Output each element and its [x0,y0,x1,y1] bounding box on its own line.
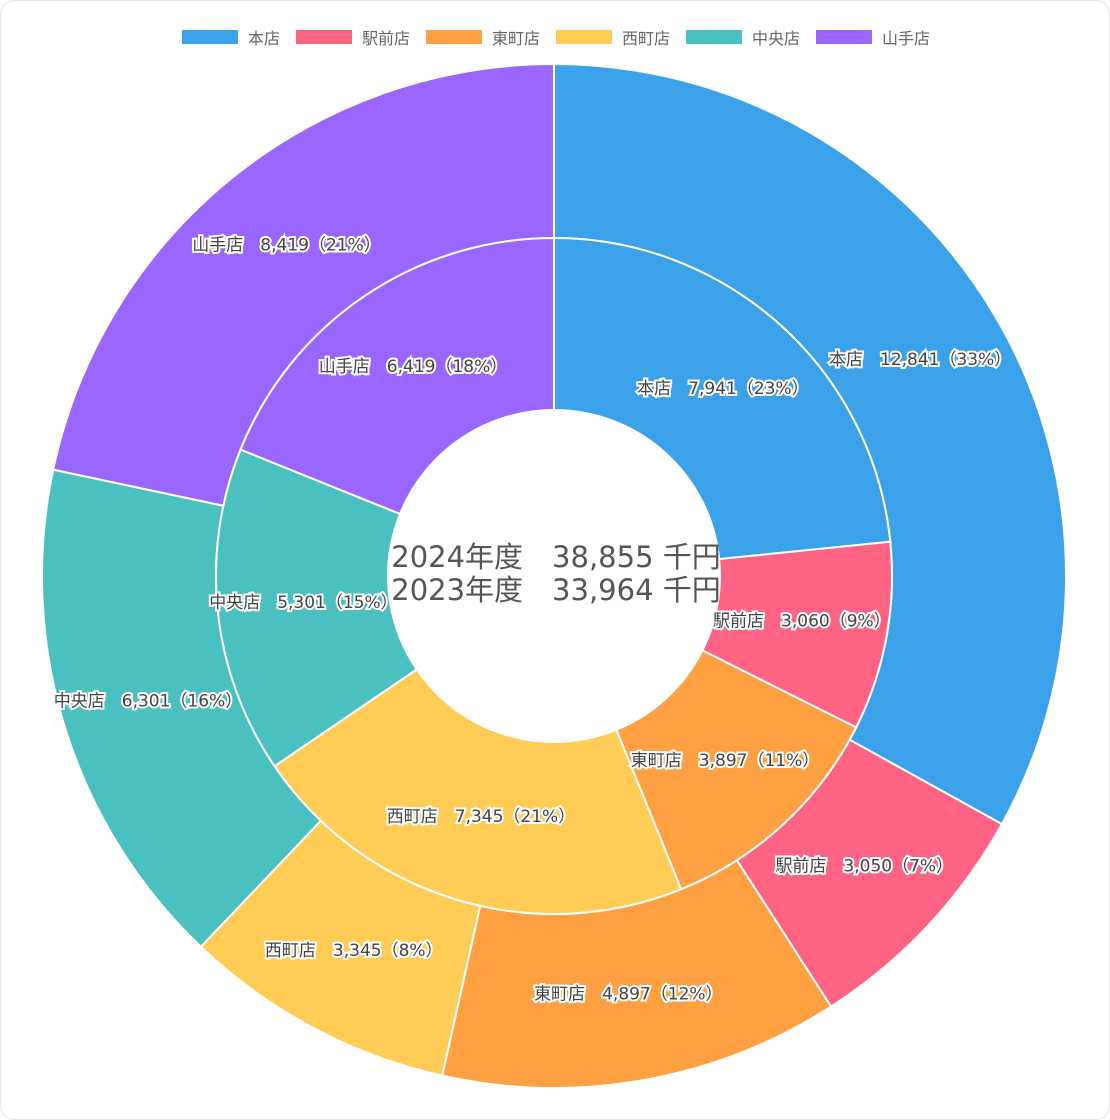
inner-label-ekimae: 駅前店 3,060（9%） [713,611,891,631]
legend-item-higashimachi[interactable]: 東町店 [425,25,540,49]
inner-slice-nishimachi[interactable] [273,667,683,915]
legend-item-chuo[interactable]: 中央店 [686,25,800,49]
legend-label: 西町店 [622,29,671,48]
legend-swatch [686,30,743,44]
inner-label-yamate: 山手店 6,419（18%） [319,357,507,377]
outer-label-nishimachi: 西町店 3,345（8%） [265,941,443,961]
outer-label-honten: 本店 12,841（33%） [829,350,1011,370]
outer-label-yamate: 山手店 8,419（21%） [192,236,380,256]
legend-swatch [816,30,873,44]
center-total-text: 2024年度 38,855 千円 2023年度 33,964 千円 [356,541,756,607]
legend-item-honten[interactable]: 本店 [181,25,280,49]
inner-label-chuo: 中央店 5,301（15%） [209,593,397,613]
outer-label-ekimae: 駅前店 3,050（7%） [775,856,953,876]
legend-swatch [425,30,482,44]
legend-item-nishimachi[interactable]: 西町店 [556,25,670,49]
legend-label: 本店 [247,29,280,48]
legend-label: 中央店 [752,29,801,48]
center-total-2024: 2024年度 38,855 千円 [391,540,721,574]
inner-slice-chuo[interactable] [215,448,419,768]
inner-slice-honten[interactable] [553,236,892,561]
legend-swatch [556,30,612,44]
legend-label: 東町店 [491,29,540,48]
legend-swatch [181,30,238,44]
legend-label: 駅前店 [361,29,410,48]
legend-label: 山手店 [882,29,931,48]
outer-label-chuo: 中央店 6,301（16%） [54,692,242,712]
inner-label-nishimachi: 西町店 7,345（21%） [387,807,575,827]
inner-label-honten: 本店 7,941（23%） [637,379,808,399]
inner-slice-yamate[interactable] [239,236,555,516]
inner-label-higashimachi: 東町店 3,897（11%） [631,751,819,771]
center-total-2023: 2023年度 33,964 千円 [391,573,721,607]
legend-swatch [295,30,352,44]
legend-item-yamate[interactable]: 山手店 [816,25,930,49]
outer-label-higashimachi: 東町店 4,897（12%） [534,984,722,1004]
chart-legend: 本店 駅前店 東町店 西町店 中央店 山手店 [1,25,1109,49]
legend-item-ekimae[interactable]: 駅前店 [295,25,410,49]
